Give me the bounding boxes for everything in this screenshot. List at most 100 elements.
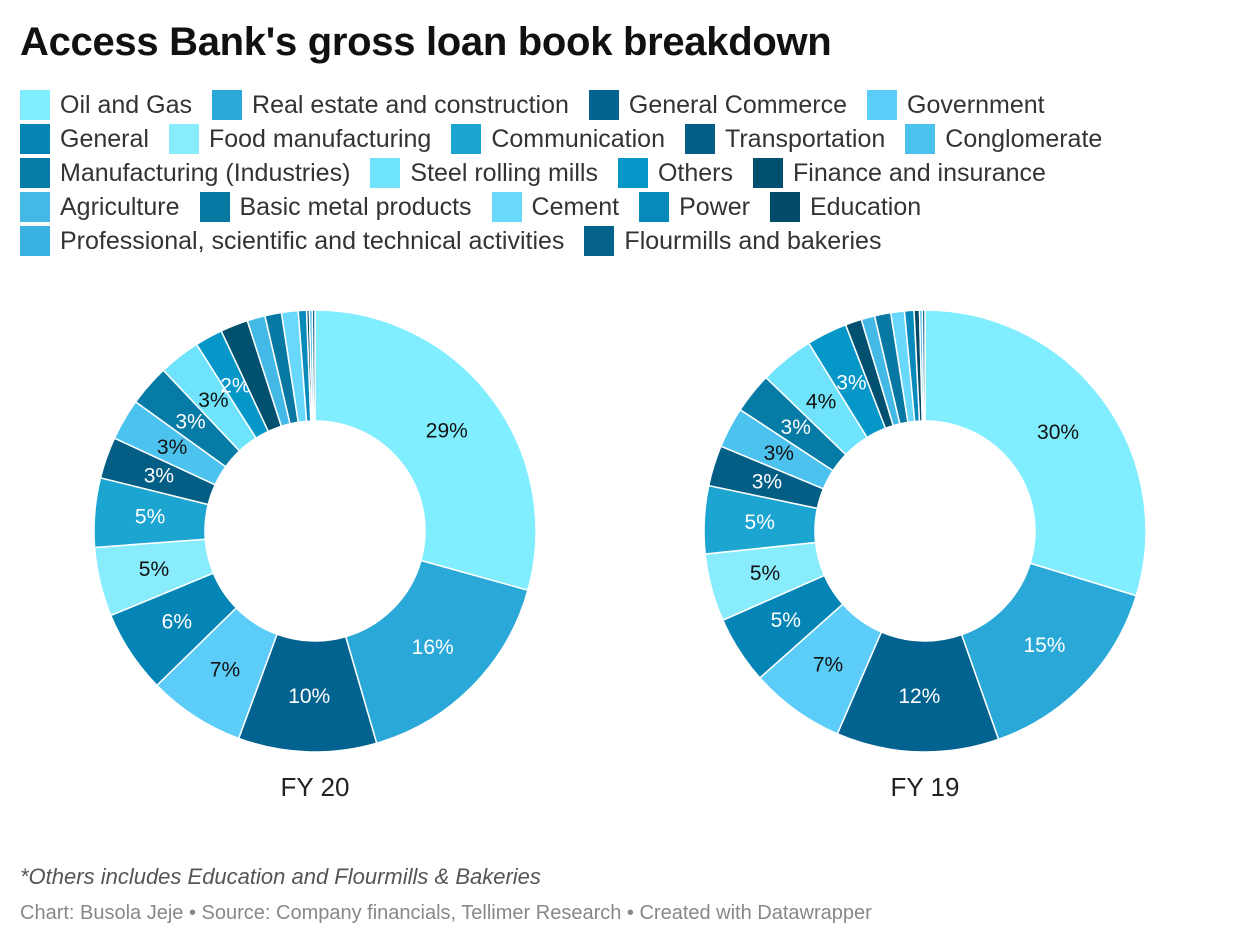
legend-row: Oil and Gas Real estate and construction G… [20,88,1220,122]
legend-swatch [491,192,522,222]
legend-item: Others [617,158,733,188]
legend-item: Real estate and construction [212,90,569,120]
donut-chart-fy20: 29%16%10%7%6%5%5%3%3%3%3%2% [93,309,537,753]
slice-data-label: 3% [781,416,811,439]
legend-label: Agriculture [60,192,180,221]
panel-label-fy20: FY 20 [280,772,350,802]
slice-data-label: 6% [162,611,192,634]
panel-label-fy19: FY 19 [890,772,960,802]
footnote: *Others includes Education and Flourmill… [20,864,541,889]
legend-item: Food manufacturing [168,124,432,154]
legend-item: Cement [491,192,620,222]
slice-data-label: 15% [1023,634,1065,657]
legend-label: General [60,124,149,153]
legend-label: Government [907,90,1045,119]
legend-row: Professional, scientific and technical a… [20,224,1220,258]
legend-label: Communication [491,124,665,153]
legend-item: Agriculture [20,192,180,222]
legend-row: General Food manufacturing Communication Tr… [20,122,1220,156]
slice-data-label: 3% [752,471,782,494]
donut-slice [924,309,1147,597]
donut-slice [314,309,537,592]
legend-item: Professional, scientific and technical a… [20,226,564,256]
legend-label: Manufacturing (Industries) [60,158,351,187]
legend-row: Agriculture Basic metal products Cement Pow… [20,190,1220,224]
legend-swatch [905,124,936,154]
slice-data-label: 3% [764,442,794,465]
legend-swatch [20,158,50,188]
legend-swatch [769,192,800,222]
slice-data-label: 7% [210,658,240,681]
slice-data-label: 3% [144,465,174,488]
legend-item: Conglomerate [905,124,1102,154]
legend-label: Real estate and construction [252,90,569,119]
credits: Chart: Busola Jeje • Source: Company fin… [20,902,872,924]
legend-swatch [867,90,898,120]
slice-data-label: 12% [898,685,940,708]
slice-data-label: 3% [836,371,866,394]
slice-data-label: 29% [426,419,468,442]
legend-label: Steel rolling mills [410,158,598,187]
legend-swatch [753,158,783,188]
legend-label: Oil and Gas [60,90,193,119]
slice-data-label: 16% [412,636,454,659]
slice-data-label: 7% [813,654,843,677]
slice-data-label: 3% [175,410,205,433]
legend-label: Conglomerate [945,124,1103,153]
legend-label: Education [809,192,922,221]
slice-data-label: 5% [135,506,165,529]
legend-label: Finance and insurance [793,158,1046,187]
legend-label: Transportation [725,124,886,153]
donut-chart-fy19: 30%15%12%7%5%5%5%3%3%3%4%3% [703,309,1147,753]
legend-label: Flourmills and bakeries [624,226,882,255]
legend-swatch [685,124,715,154]
legend-swatch [20,90,50,120]
legend-label: Cement [531,192,620,221]
legend-item: Transportation [685,124,885,154]
legend-label: Others [657,158,733,187]
legend-item: Education [769,192,922,222]
legend-row: Manufacturing (Industries) Steel rolling … [20,156,1220,190]
legend-swatch [451,124,482,154]
slice-data-label: 3% [198,389,228,412]
legend-item: Flourmills and bakeries [584,226,881,256]
legend-swatch [20,226,50,256]
legend-swatch [370,158,401,188]
donut-slice [960,562,1138,741]
legend-label: Professional, scientific and technical a… [60,226,565,255]
legend-swatch [584,226,615,256]
legend-swatch [168,124,199,154]
slice-data-label: 2% [220,374,250,397]
legend: Oil and Gas Real estate and construction G… [20,88,1220,258]
slice-data-label: 5% [771,609,801,632]
legend-item: Communication [451,124,665,154]
legend-label: Power [679,192,750,221]
legend-item: Manufacturing (Industries) [20,158,350,188]
legend-item: Steel rolling mills [370,158,598,188]
legend-item: General [20,124,149,154]
slice-data-label: 30% [1037,421,1079,444]
donut-slice [344,559,529,745]
legend-swatch [588,90,619,120]
slice-data-label: 5% [750,562,780,585]
donut-slice [311,309,316,422]
legend-swatch [639,192,670,222]
legend-label: Food manufacturing [208,124,432,153]
legend-item: General Commerce [588,90,848,120]
legend-item: Government [867,90,1045,120]
legend-swatch [20,124,50,154]
chart-title: Access Bank's gross loan book breakdown [20,20,832,64]
legend-swatch [617,158,648,188]
legend-item: Finance and insurance [753,158,1046,188]
legend-label: Basic metal products [239,192,472,221]
legend-swatch [199,192,230,222]
legend-item: Power [639,192,750,222]
legend-item: Basic metal products [199,192,472,222]
legend-item: Oil and Gas [20,90,192,120]
slice-data-label: 5% [139,558,169,581]
donut-slice [921,309,926,422]
slice-data-label: 3% [157,436,187,459]
legend-swatch [212,90,243,120]
slice-data-label: 4% [806,391,836,414]
legend-label: General Commerce [628,90,848,119]
